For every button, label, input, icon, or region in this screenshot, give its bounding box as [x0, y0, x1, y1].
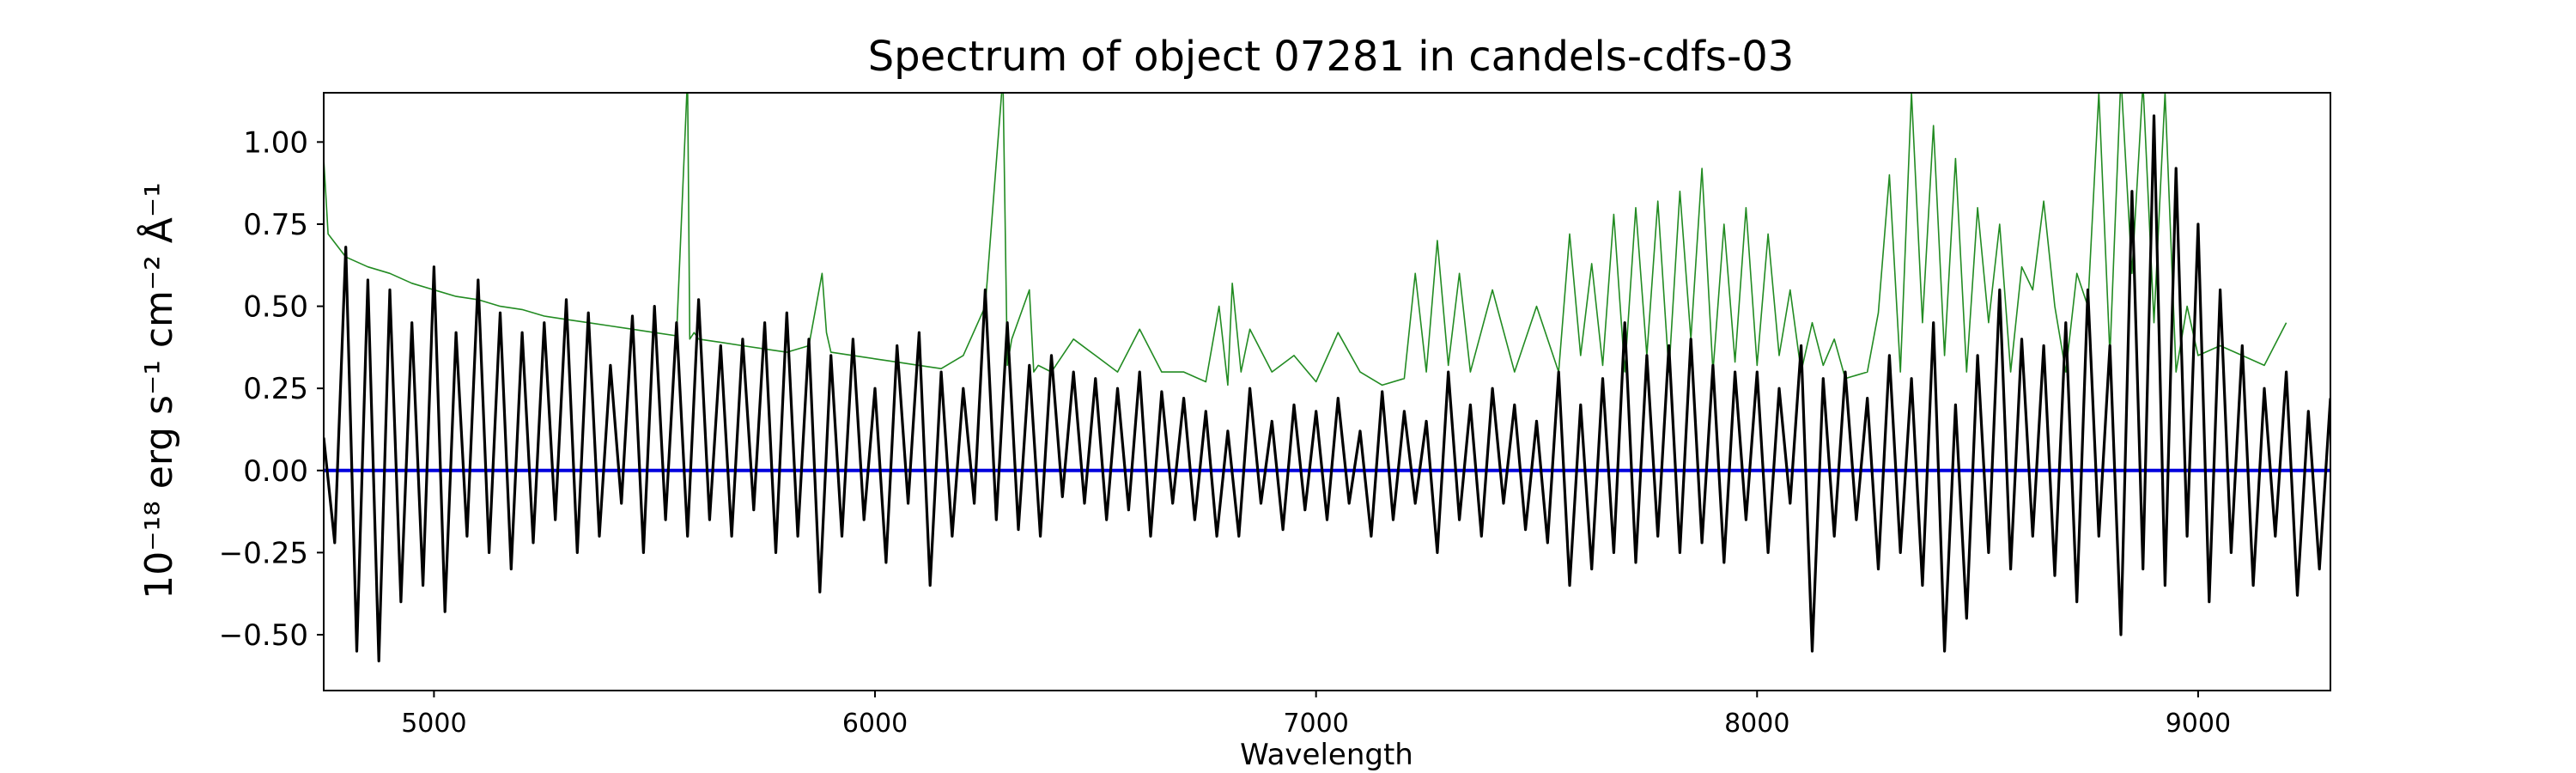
- x-tick-label: 6000: [842, 709, 908, 739]
- flux-spectrum-line: [324, 114, 2330, 663]
- x-tick-label: 9000: [2166, 709, 2231, 739]
- chart-title: Spectrum of object 07281 in candels-cdfs…: [868, 33, 1795, 81]
- plot-area: [324, 93, 2330, 663]
- x-tick-label: 5000: [401, 709, 466, 739]
- error-spectrum-line: [324, 93, 2287, 386]
- y-tick-label: −0.50: [219, 618, 308, 653]
- axes-frame: [323, 92, 2331, 691]
- y-tick-label: 0.50: [243, 290, 308, 325]
- y-tick-label: −0.25: [219, 536, 308, 570]
- x-tick-label: 7000: [1283, 709, 1348, 739]
- y-tick-label: 0.25: [243, 372, 308, 406]
- x-tick-label: 8000: [1724, 709, 1789, 739]
- y-tick-label: 0.00: [243, 454, 308, 489]
- y-axis-label: 10⁻¹⁸ erg s⁻¹ cm⁻² Å⁻¹: [136, 182, 181, 599]
- y-axis-ticks: 1.00 0.75 0.50 0.25 0.00 −0.25 −0.50: [219, 125, 324, 653]
- x-axis-ticks: 5000 6000 7000 8000 9000: [401, 691, 2231, 739]
- y-tick-label: 0.75: [243, 208, 308, 242]
- x-axis-label: Wavelength: [1240, 738, 1413, 772]
- y-tick-label: 1.00: [243, 125, 308, 160]
